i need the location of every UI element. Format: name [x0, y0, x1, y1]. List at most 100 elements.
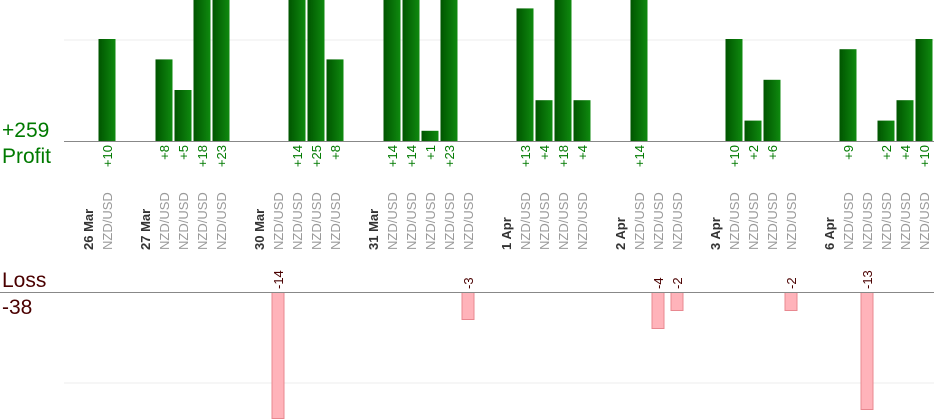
- loss-bar: [461, 292, 475, 320]
- profit-bar: [440, 0, 458, 141]
- profit-bar: [839, 49, 857, 142]
- profit-bar: [725, 39, 743, 141]
- loss-value-label: -4: [651, 277, 666, 289]
- pair-label: NZD/USD: [727, 192, 742, 250]
- pair-label: NZD/USD: [423, 192, 438, 250]
- profit-value-label: +14: [404, 145, 419, 167]
- profit-value-label: +1: [423, 145, 438, 160]
- profit-value-label: +10: [100, 145, 115, 167]
- profit-value-label: +14: [385, 145, 400, 167]
- profit-value-label: +5: [176, 145, 191, 160]
- pair-label: NZD/USD: [385, 192, 400, 250]
- loss-total: -38: [2, 296, 33, 319]
- pair-label: NZD/USD: [917, 192, 932, 250]
- profit-value-label: +4: [575, 145, 590, 160]
- pair-label: NZD/USD: [651, 192, 666, 250]
- date-label: 3 Apr: [708, 217, 723, 250]
- date-label: 2 Apr: [613, 217, 628, 250]
- date-label: 27 Mar: [138, 209, 153, 250]
- loss-value-label: -2: [784, 277, 799, 289]
- date-label: 30 Mar: [252, 209, 267, 250]
- profit-value-label: +9: [841, 145, 856, 160]
- loss-bar: [651, 292, 665, 329]
- profit-bar: [307, 0, 325, 141]
- pair-label: NZD/USD: [176, 192, 191, 250]
- profit-value-label: +2: [746, 145, 761, 160]
- pair-label: NZD/USD: [841, 192, 856, 250]
- pair-label: NZD/USD: [632, 192, 647, 250]
- loss-bar: [670, 292, 684, 311]
- pair-label: NZD/USD: [309, 192, 324, 250]
- pair-label: NZD/USD: [860, 192, 875, 250]
- date-label: 1 Apr: [499, 217, 514, 250]
- profit-bar: [402, 0, 420, 141]
- profit-value-label: +14: [632, 145, 647, 167]
- profit-value-label: +8: [328, 145, 343, 160]
- profit-total: +259: [2, 119, 50, 142]
- profit-value-label: +18: [195, 145, 210, 167]
- profit-bar: [763, 79, 781, 141]
- date-label: 6 Apr: [822, 217, 837, 250]
- pair-label: NZD/USD: [328, 192, 343, 250]
- pair-label: NZD/USD: [784, 192, 799, 250]
- profit-bar: [288, 0, 306, 141]
- profit-bar: [896, 100, 914, 141]
- profit-bar: [535, 100, 553, 141]
- profit-value-label: +4: [537, 145, 552, 160]
- profit-value-label: +2: [879, 145, 894, 160]
- pair-label: NZD/USD: [746, 192, 761, 250]
- pair-label: NZD/USD: [556, 192, 571, 250]
- profit-bar: [383, 0, 401, 141]
- loss-value-label: -13: [860, 270, 875, 289]
- profit-bar: [174, 90, 192, 141]
- profit-value-label: +23: [442, 145, 457, 167]
- pair-label: NZD/USD: [195, 192, 210, 250]
- profit-bar: [877, 120, 895, 141]
- profit-bar: [193, 0, 211, 141]
- profit-bar: [554, 0, 572, 141]
- pair-label: NZD/USD: [670, 192, 685, 250]
- profit-value-label: +25: [309, 145, 324, 167]
- profit-bar: [155, 59, 173, 141]
- profit-bar: [573, 100, 591, 141]
- profit-bar: [516, 8, 534, 142]
- pair-label: NZD/USD: [537, 192, 552, 250]
- pair-label: NZD/USD: [765, 192, 780, 250]
- profit-bar: [326, 59, 344, 141]
- profit-value-label: +6: [765, 145, 780, 160]
- pair-label: NZD/USD: [879, 192, 894, 250]
- pair-label: NZD/USD: [214, 192, 229, 250]
- loss-value-label: -3: [461, 277, 476, 289]
- profit-value-label: +14: [290, 145, 305, 167]
- date-label: 26 Mar: [81, 209, 96, 250]
- profit-value-label: +4: [898, 145, 913, 160]
- profit-value-label: +13: [518, 145, 533, 167]
- loss-label: Loss: [2, 269, 47, 292]
- pair-label: NZD/USD: [404, 192, 419, 250]
- pair-label: NZD/USD: [157, 192, 172, 250]
- pair-label: NZD/USD: [290, 192, 305, 250]
- profit-bar: [744, 120, 762, 141]
- pair-label: NZD/USD: [442, 192, 457, 250]
- pair-label: NZD/USD: [518, 192, 533, 250]
- loss-value-label: -14: [271, 270, 286, 289]
- pair-label: NZD/USD: [898, 192, 913, 250]
- profit-value-label: +10: [917, 145, 932, 167]
- loss-bar: [860, 292, 874, 410]
- profit-value-label: +10: [727, 145, 742, 167]
- loss-bar: [271, 292, 285, 419]
- date-label: 31 Mar: [366, 209, 381, 250]
- pair-label: NZD/USD: [575, 192, 590, 250]
- profit-value-label: +8: [157, 145, 172, 160]
- profit-bar: [212, 0, 230, 141]
- pair-label: NZD/USD: [100, 192, 115, 250]
- profit-bar: [98, 39, 116, 141]
- profit-value-label: +23: [214, 145, 229, 167]
- profit-label: Profit: [2, 145, 52, 168]
- profit-bar: [421, 130, 439, 141]
- profit-value-label: +18: [556, 145, 571, 167]
- profit-bar: [915, 39, 933, 141]
- profit-bar: [630, 0, 648, 141]
- loss-value-label: -2: [670, 277, 685, 289]
